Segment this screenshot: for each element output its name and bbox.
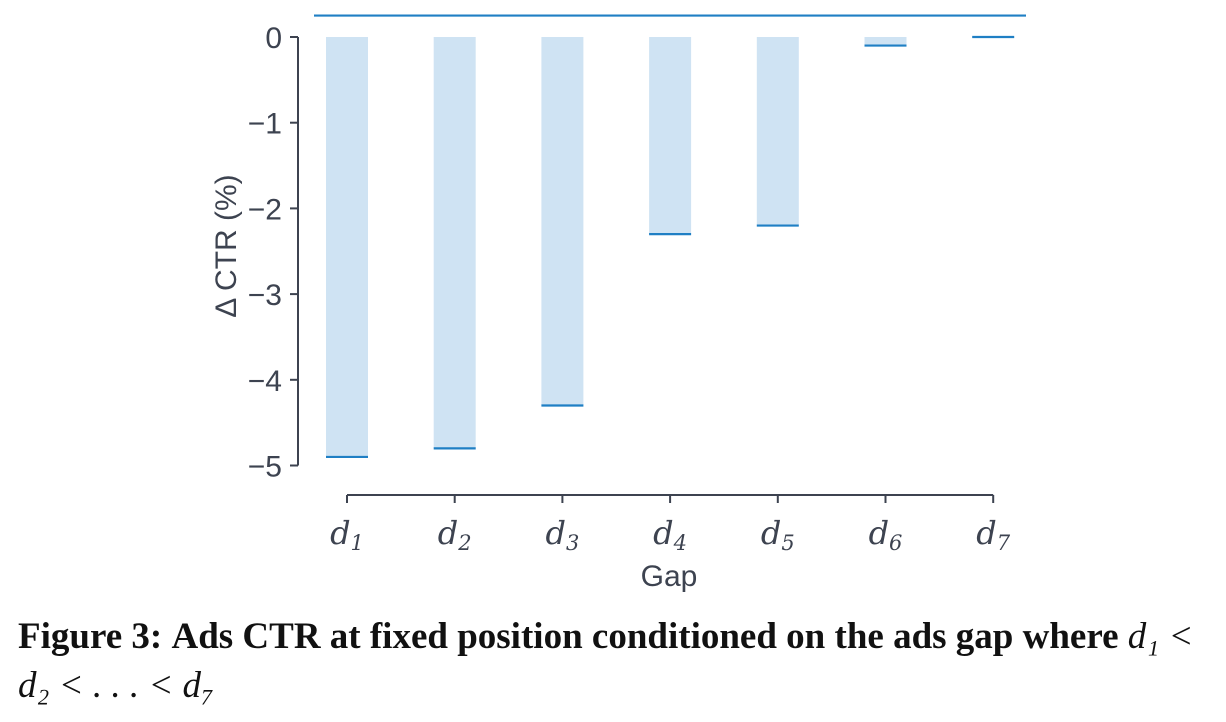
y-axis: 0 −1 −2 −3 −4 −5 (248, 22, 299, 484)
x-tick-label: d4 (653, 514, 687, 555)
bar-d3 (541, 37, 584, 406)
bar-d1 (326, 37, 368, 457)
y-tick-label: −5 (248, 451, 282, 484)
x-axis-label: Gap (641, 560, 698, 593)
y-axis-label: Δ CTR (%) (210, 174, 243, 317)
y-tick-label: −1 (248, 108, 282, 141)
bar-d6 (864, 37, 907, 46)
bar-chart: 0 −1 −2 −3 −4 −5 d1 d2 d3 d4 d5 d6 d7 Δ CTR (%) Gap (210, 14, 1026, 593)
x-tick-label: d5 (761, 514, 795, 555)
figure-caption: Figure 3: Ads CTR at fixed position cond… (18, 612, 1213, 710)
y-tick-label: −2 (248, 193, 282, 226)
caption-math: d₁ < d₂ < . . . < d₇ (18, 616, 1194, 706)
x-tick-label: d6 (869, 514, 903, 555)
caption-text: Ads CTR at fixed position conditioned on… (171, 616, 1119, 657)
x-axis: d1 d2 d3 d4 d5 d6 d7 (330, 494, 1011, 555)
y-tick-label: 0 (265, 22, 282, 55)
bars-layer (326, 35, 1015, 459)
y-tick-label: −3 (248, 279, 282, 312)
bar-d4 (649, 37, 692, 235)
x-tick-label: d7 (976, 514, 1010, 555)
caption-label: Figure 3: (18, 616, 163, 657)
x-tick-label: d2 (438, 514, 472, 555)
bar-d5 (756, 37, 799, 226)
x-tick-label: d1 (330, 514, 364, 555)
bar-d2 (433, 37, 476, 449)
y-tick-label: −4 (248, 365, 282, 398)
x-tick-label: d3 (545, 514, 579, 555)
